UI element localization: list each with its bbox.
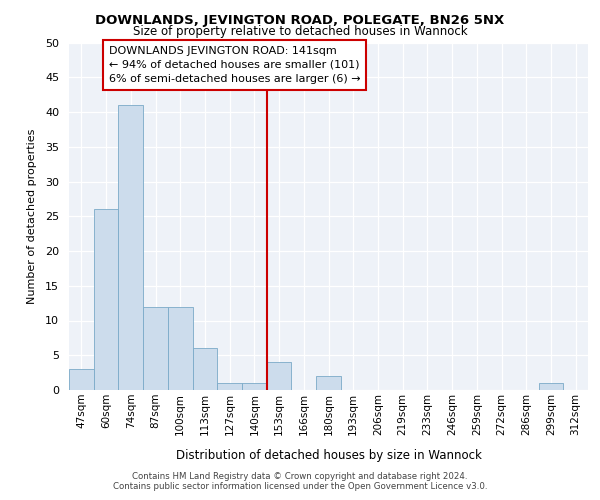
- Text: Size of property relative to detached houses in Wannock: Size of property relative to detached ho…: [133, 25, 467, 38]
- Bar: [242, 383, 267, 390]
- Bar: [193, 348, 217, 390]
- Bar: [69, 369, 94, 390]
- Bar: [143, 306, 168, 390]
- Text: Contains HM Land Registry data © Crown copyright and database right 2024.: Contains HM Land Registry data © Crown c…: [132, 472, 468, 481]
- Text: Contains public sector information licensed under the Open Government Licence v3: Contains public sector information licen…: [113, 482, 487, 491]
- Bar: [168, 306, 193, 390]
- Bar: [94, 210, 118, 390]
- Bar: [217, 383, 242, 390]
- Bar: [267, 362, 292, 390]
- Y-axis label: Number of detached properties: Number of detached properties: [27, 128, 37, 304]
- Text: DOWNLANDS JEVINGTON ROAD: 141sqm
← 94% of detached houses are smaller (101)
6% o: DOWNLANDS JEVINGTON ROAD: 141sqm ← 94% o…: [109, 46, 360, 84]
- X-axis label: Distribution of detached houses by size in Wannock: Distribution of detached houses by size …: [176, 449, 481, 462]
- Text: DOWNLANDS, JEVINGTON ROAD, POLEGATE, BN26 5NX: DOWNLANDS, JEVINGTON ROAD, POLEGATE, BN2…: [95, 14, 505, 27]
- Bar: [316, 376, 341, 390]
- Bar: [118, 105, 143, 390]
- Bar: [539, 383, 563, 390]
